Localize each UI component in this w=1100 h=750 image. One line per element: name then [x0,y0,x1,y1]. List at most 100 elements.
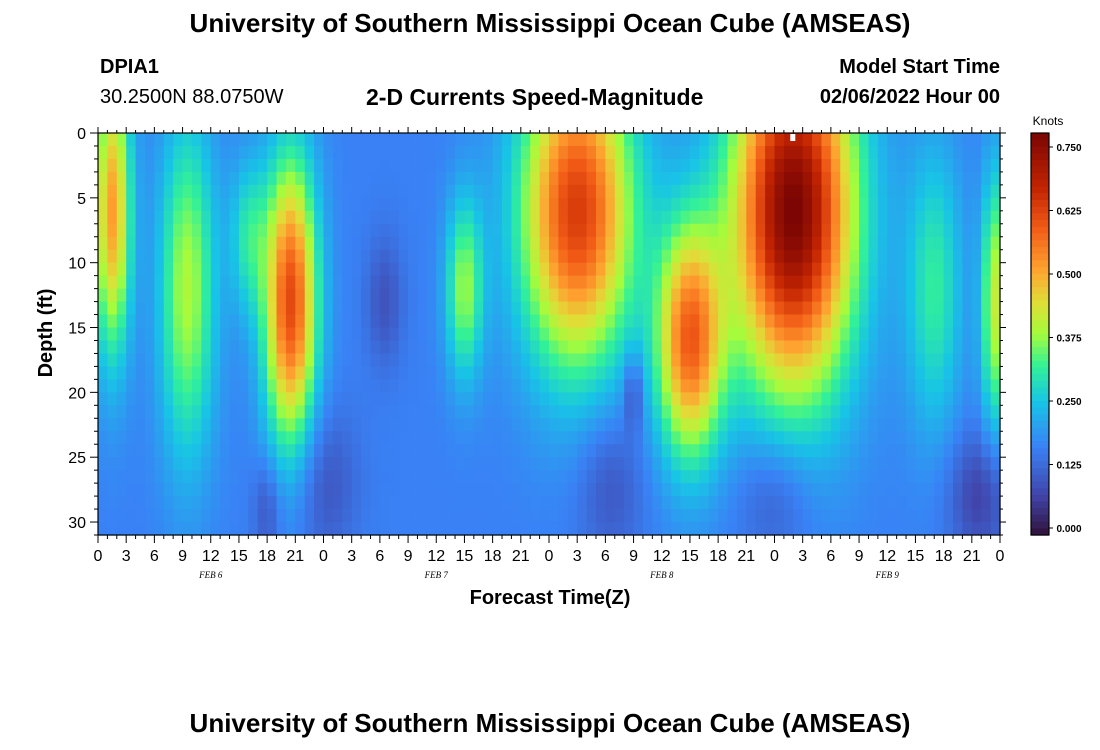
heatmap-cell [539,470,550,484]
heatmap-cell [370,145,381,160]
heatmap-cell [595,509,606,523]
heatmap-cell [530,366,541,380]
heatmap-cell [990,457,1001,471]
heatmap-cell [539,275,550,290]
heatmap-cell [652,496,663,510]
date-label: FEB 8 [649,570,674,580]
heatmap-cell [238,158,249,173]
heatmap-cell [906,327,917,342]
heatmap-cell [783,340,794,355]
heatmap-cell [314,379,325,393]
heatmap-cell [605,327,616,342]
heatmap-cell [135,457,146,471]
heatmap-cell [116,496,127,510]
colorbar-segment [1031,474,1049,482]
heatmap-cell [877,483,888,497]
heatmap-cell [144,314,155,329]
heatmap-cell [436,133,447,147]
heatmap-cell [812,158,823,173]
heatmap-cell [821,470,832,484]
colorbar-segment [1031,307,1049,315]
heatmap-cell [934,405,945,419]
heatmap-cell [774,379,785,393]
heatmap-cell [267,184,278,199]
heatmap-cell [849,457,860,471]
heatmap-cell [652,353,663,368]
heatmap-cell [783,288,794,303]
heatmap-cell [577,405,588,419]
heatmap-cell [389,392,400,406]
heatmap-cell [417,444,428,458]
heatmap-cell [840,522,851,536]
heatmap-cell [718,288,729,303]
heatmap-cell [210,379,221,393]
heatmap-cell [849,431,860,445]
heatmap-cell [577,249,588,264]
heatmap-cell [144,457,155,471]
heatmap-cell [953,145,964,160]
heatmap-cell [614,379,625,393]
heatmap-cell [483,509,494,523]
heatmap-cell [981,158,992,173]
heatmap-cell [614,366,625,380]
heatmap-cell [953,405,964,419]
heatmap-cell [116,145,127,160]
heatmap-cell [671,418,682,432]
heatmap-cell [483,522,494,536]
heatmap-cell [445,353,456,368]
heatmap-cell [229,262,240,277]
heatmap-cell [971,366,982,380]
heatmap-cell [774,457,785,471]
heatmap-cell [483,496,494,510]
heatmap-cell [295,392,306,406]
heatmap-cell [812,496,823,510]
heatmap-cell [304,366,315,380]
heatmap-cell [624,366,635,380]
colorbar-segment [1031,508,1049,516]
heatmap-cell [314,470,325,484]
heatmap-cell [445,340,456,355]
heatmap-cell [586,444,597,458]
heatmap-cell [182,431,193,445]
heatmap-cell [877,444,888,458]
colorbar-segment [1031,240,1049,248]
heatmap-cell [154,509,165,523]
heatmap-cell [483,418,494,432]
heatmap-cell [981,522,992,536]
heatmap-cell [868,184,879,199]
heatmap-cell [577,236,588,251]
heatmap-cell [906,392,917,406]
heatmap-cell [765,288,776,303]
heatmap-cell [126,236,137,251]
heatmap-cell [154,366,165,380]
heatmap-cell [924,340,935,355]
heatmap-cell [126,275,137,290]
heatmap-cell [708,197,719,212]
heatmap-cell [812,418,823,432]
heatmap-cell [595,327,606,342]
heatmap-cell [680,509,691,523]
heatmap-cell [971,184,982,199]
heatmap-cell [126,301,137,316]
heatmap-cell [276,249,287,264]
heatmap-cell [530,210,541,225]
heatmap-cell [342,133,353,147]
heatmap-cell [699,366,710,380]
heatmap-cell [455,301,466,316]
heatmap-cell [577,288,588,303]
heatmap-cell [774,262,785,277]
heatmap-cell [558,496,569,510]
heatmap-cell [210,184,221,199]
heatmap-cell [304,340,315,355]
heatmap-cell [267,327,278,342]
heatmap-cell [755,223,766,238]
heatmap-cell [361,444,372,458]
heatmap-cell [567,288,578,303]
heatmap-cell [774,353,785,368]
heatmap-cell [408,405,419,419]
heatmap-cell [314,509,325,523]
heatmap-cell [417,314,428,329]
heatmap-cell [342,392,353,406]
heatmap-cell [107,392,118,406]
heatmap-cell [802,210,813,225]
